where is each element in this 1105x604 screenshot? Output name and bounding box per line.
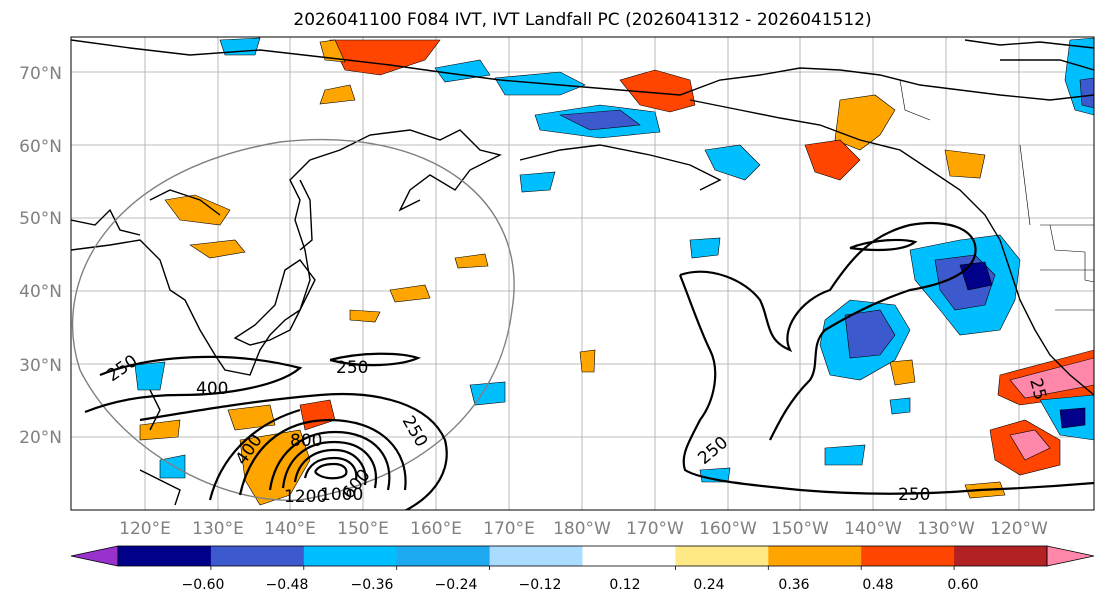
colorbar xyxy=(70,545,1095,570)
latitude-labels: 70°N 60°N 50°N 40°N 30°N 20°N xyxy=(19,64,62,448)
shade-positive xyxy=(349,309,381,323)
shade-positive xyxy=(164,194,231,226)
borders xyxy=(899,79,1094,311)
lat-label: 40°N xyxy=(19,282,62,302)
lon-label: 170°W xyxy=(626,519,684,539)
shade-negative xyxy=(159,454,186,479)
lon-label: 120°E xyxy=(119,519,171,539)
lat-label: 30°N xyxy=(19,356,62,376)
lon-label: 160°W xyxy=(699,519,757,539)
shade-negative xyxy=(689,237,721,259)
colorbar-tick-label: −0.36 xyxy=(351,577,394,593)
colorbar-extend-max xyxy=(1046,545,1095,567)
shade-positive xyxy=(1009,357,1094,399)
shade-negative xyxy=(1059,407,1086,429)
shade-positive xyxy=(944,149,986,179)
shade-positive xyxy=(454,253,489,269)
shade-negative xyxy=(134,361,166,391)
longitude-labels: 120°E 130°E 140°E 150°E 160°E 170°E 180°… xyxy=(119,519,1048,539)
colorbar-swatch xyxy=(489,546,583,566)
contour-label: 250 xyxy=(336,358,368,378)
lon-label: 130°W xyxy=(917,519,975,539)
colorbar-frame xyxy=(117,545,1048,567)
shade-positive xyxy=(139,419,181,441)
contour-label: 250 xyxy=(898,485,930,505)
colorbar-tick-label: 0.48 xyxy=(862,577,893,593)
colorbar-tick-label: −0.48 xyxy=(266,577,309,593)
lat-label: 70°N xyxy=(19,64,62,84)
colorbar-tick-label: 0.36 xyxy=(778,577,809,593)
colorbar-swatch xyxy=(396,546,491,566)
shade-positive xyxy=(1009,429,1051,461)
coastlines xyxy=(71,39,1094,506)
colorbar-tick-label: −0.60 xyxy=(182,577,225,593)
lon-label: 150°W xyxy=(771,519,829,539)
shade-positive xyxy=(319,84,356,105)
colorbar-extend-min xyxy=(70,545,119,567)
shade-negative xyxy=(558,109,641,131)
map-frame xyxy=(70,36,1095,511)
shade-negative xyxy=(704,144,761,181)
lon-label: 140°E xyxy=(264,519,316,539)
lon-label: 120°W xyxy=(990,519,1048,539)
contour-label: 400 xyxy=(196,379,228,399)
lon-label: 170°E xyxy=(483,519,535,539)
shade-negative xyxy=(889,397,911,415)
colorbar-swatch xyxy=(303,546,398,566)
colorbar-swatch xyxy=(118,546,212,566)
shade-negative xyxy=(844,309,896,359)
colorbar-swatch xyxy=(582,546,676,566)
lon-label: 150°E xyxy=(337,519,389,539)
shade-positive xyxy=(389,284,431,303)
contour-label: 1000 xyxy=(320,485,363,505)
lon-label: 180°W xyxy=(553,519,611,539)
colorbar-tick-label: 0.24 xyxy=(693,577,724,593)
colorbar-tick-label: 0.12 xyxy=(609,577,640,593)
colorbar-swatch xyxy=(954,546,1048,566)
lon-label: 140°W xyxy=(844,519,902,539)
shade-positive xyxy=(804,139,861,181)
colorbar-tick-label: −0.24 xyxy=(435,577,478,593)
lat-label: 20°N xyxy=(19,428,62,448)
shade-negative xyxy=(824,444,866,466)
shade-positive xyxy=(579,349,596,373)
shade-positive xyxy=(319,39,346,63)
contour-label: 800 xyxy=(290,431,322,451)
shade-positive xyxy=(619,69,696,113)
colorbar-tick-labels: −0.60 −0.48 −0.36 −0.24 −0.12 0.12 0.24 … xyxy=(182,577,979,593)
shade-positive xyxy=(329,39,441,76)
map-title: 2026041100 F084 IVT, IVT Landfall PC (20… xyxy=(293,10,872,30)
ivt-contours xyxy=(84,221,1094,510)
colorbar-tick-label: −0.12 xyxy=(519,577,562,593)
colorbar-swatch xyxy=(675,546,769,566)
shade-positive xyxy=(189,239,246,259)
colorbar-swatch xyxy=(861,546,955,566)
colorbar-swatch xyxy=(210,546,305,566)
lat-label: 60°N xyxy=(19,137,62,157)
colorbar-swatch xyxy=(768,546,862,566)
lat-label: 50°N xyxy=(19,209,62,229)
shade-negative xyxy=(519,171,556,193)
colorbar-tick-label: 0.60 xyxy=(947,577,978,593)
contour-label: 1200 xyxy=(284,487,327,507)
shade-positive xyxy=(227,404,276,431)
shade-positive xyxy=(889,359,916,386)
lon-label: 130°E xyxy=(192,519,244,539)
shade-negative xyxy=(1079,77,1094,109)
lon-label: 160°E xyxy=(410,519,462,539)
shade-negative xyxy=(959,261,993,291)
